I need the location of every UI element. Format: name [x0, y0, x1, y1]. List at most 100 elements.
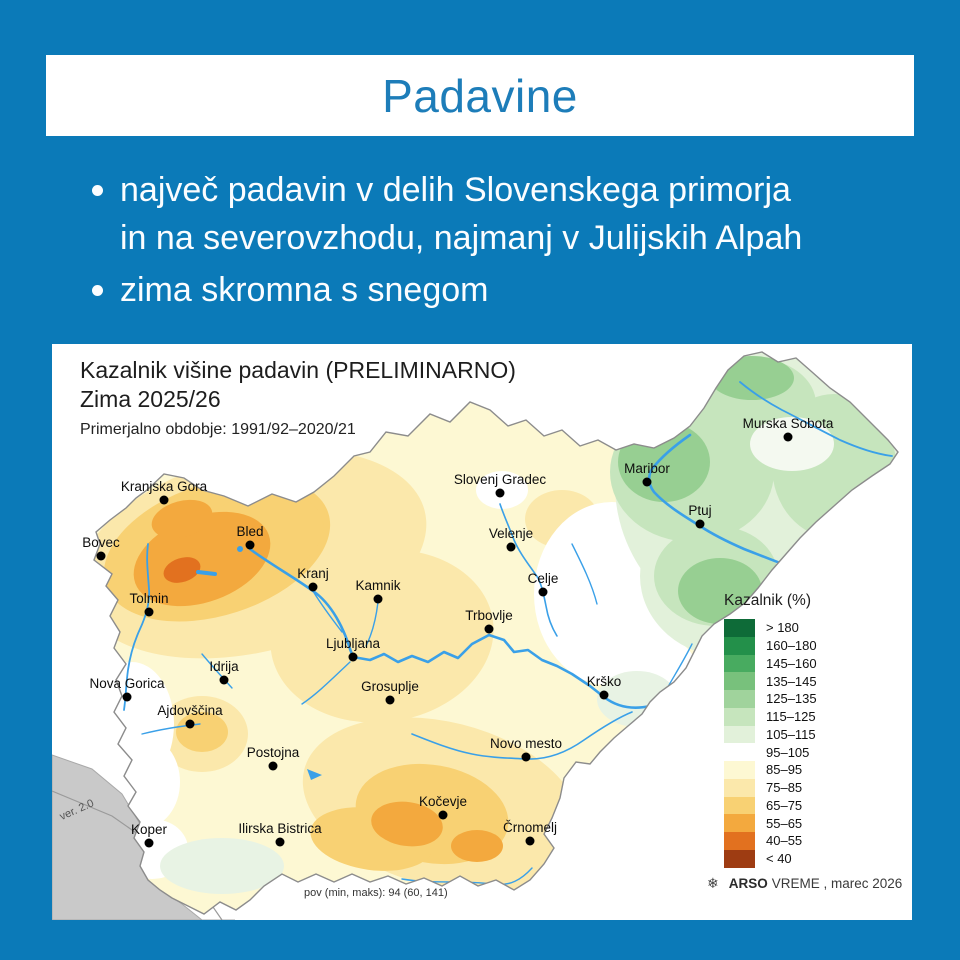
legend-label: 105–115 — [766, 726, 816, 742]
city-label: Kranjska Gora — [121, 479, 208, 494]
city-label: Maribor — [624, 461, 670, 476]
map-legend: Kazalnik (%) > 180 160–180 145–160 135–145 1… — [724, 592, 904, 868]
legend-swatch — [724, 796, 755, 815]
city-label: Postojna — [247, 745, 300, 760]
city-dot — [308, 582, 318, 592]
page-title: Padavine — [382, 69, 578, 122]
legend-swatch — [724, 619, 755, 637]
legend-swatch — [724, 690, 755, 708]
city-dot — [185, 719, 195, 729]
map-title: Kazalnik višine padavin (PRELIMINARNO) — [80, 357, 516, 383]
map-reference-period: Primerjalno obdobje: 1991/92–2020/21 — [80, 421, 356, 438]
city-dot — [525, 836, 535, 846]
city-label: Murska Sobota — [743, 416, 834, 431]
city-label: Trbovlje — [465, 608, 513, 623]
city-dot — [484, 624, 494, 634]
legend-label: 115–125 — [766, 709, 816, 725]
legend-row: 75–85 — [724, 778, 904, 797]
header-bar: Padavine — [46, 55, 914, 136]
city-dot — [144, 838, 154, 848]
legend-label: 75–85 — [766, 780, 803, 796]
city-label: Ljubljana — [326, 636, 381, 651]
legend-row: 135–145 — [724, 672, 904, 690]
map-title-block: Kazalnik višine padavin (PRELIMINARNO) Z… — [80, 356, 516, 439]
legend-label: 65–75 — [766, 797, 803, 813]
city-label: Kranj — [297, 566, 329, 581]
city-label: Ajdovščina — [157, 703, 223, 718]
city-label: Krško — [587, 674, 622, 689]
map-season: Zima 2025/26 — [80, 386, 221, 412]
city-dot — [268, 761, 278, 771]
legend-label: 125–135 — [766, 691, 817, 707]
city-label: Bled — [236, 524, 263, 539]
stats-label: pov (min, maks): 94 (60, 141) — [304, 887, 448, 899]
city-dot — [506, 542, 516, 552]
legend-swatch — [724, 849, 755, 868]
credit-line: ARSO VREME , marec 2026 — [707, 875, 903, 892]
legend-row: 40–55 — [724, 832, 904, 850]
bullet-list: največ padavin v delih Slovenskega primo… — [88, 166, 898, 318]
city-dot — [348, 652, 358, 662]
legend-swatch — [724, 725, 755, 744]
legend-label: 160–180 — [766, 638, 817, 654]
legend-row: < 40 — [724, 849, 904, 868]
city-label: Novo mesto — [490, 736, 562, 751]
slovenia-map: Kranjska Gora Bovec Bled Tolmin Kranj Kamnik L… — [52, 351, 899, 920]
city-dot — [538, 587, 548, 597]
legend-row: 95–105 — [724, 743, 904, 761]
legend-label: 40–55 — [766, 833, 803, 849]
city-dot — [96, 551, 106, 561]
city-dot — [495, 488, 505, 498]
legend-swatch — [724, 778, 755, 797]
bullet-text: največ padavin v delih Slovenskega primo… — [120, 171, 803, 257]
legend-row: > 180 — [724, 619, 904, 637]
city-label: Celje — [528, 571, 559, 586]
legend-label: 85–95 — [766, 762, 803, 778]
city-dot — [521, 752, 531, 762]
legend-row: 115–125 — [724, 707, 904, 726]
city-label: Bovec — [82, 535, 120, 550]
city-dot — [144, 607, 154, 617]
legend-swatch — [724, 654, 755, 673]
legend-label: 55–65 — [766, 815, 803, 831]
city-label: Ptuj — [688, 503, 711, 518]
credit-suffix: VREME , marec 2026 — [771, 876, 903, 891]
legend-row: 105–115 — [724, 725, 904, 744]
legend-row: 55–65 — [724, 814, 904, 832]
legend-swatch — [724, 832, 755, 850]
city-label: Kočevje — [419, 794, 467, 809]
city-label: Kamnik — [355, 578, 400, 593]
city-label: Koper — [131, 822, 168, 837]
legend-swatch — [724, 743, 755, 761]
bullet-item: zima skromna s snegom — [88, 266, 898, 314]
legend-label: 95–105 — [766, 744, 810, 760]
legend-title: Kazalnik (%) — [724, 592, 811, 609]
city-label: Nova Gorica — [89, 676, 165, 691]
legend-swatch — [724, 636, 755, 655]
city-dot — [438, 810, 448, 820]
bullet-text: zima skromna s snegom — [120, 271, 489, 309]
legend-row: 145–160 — [724, 654, 904, 673]
city-label: Idrija — [209, 659, 239, 674]
legend-row: 160–180 — [724, 636, 904, 655]
city-dot — [642, 477, 652, 487]
legend-row: 85–95 — [724, 761, 904, 779]
city-dot — [275, 837, 285, 847]
legend-row: 65–75 — [724, 796, 904, 815]
city-dot — [385, 695, 395, 705]
credit-agency: ARSO — [728, 876, 768, 891]
city-dot — [695, 519, 705, 529]
city-dot — [122, 692, 132, 702]
city-label: Črnomelj — [503, 820, 557, 835]
legend-swatch — [724, 814, 755, 832]
city-label: Velenje — [489, 526, 533, 541]
map-panel: Kranjska Gora Bovec Bled Tolmin Kranj Kamnik L… — [52, 344, 912, 920]
bullet-item: največ padavin v delih Slovenskega primo… — [88, 166, 898, 262]
legend-swatch — [724, 761, 755, 779]
legend-label: > 180 — [766, 620, 799, 636]
city-dot — [373, 594, 383, 604]
city-dot — [245, 540, 255, 550]
legend-label: < 40 — [766, 851, 792, 867]
legend-swatch — [724, 672, 755, 690]
